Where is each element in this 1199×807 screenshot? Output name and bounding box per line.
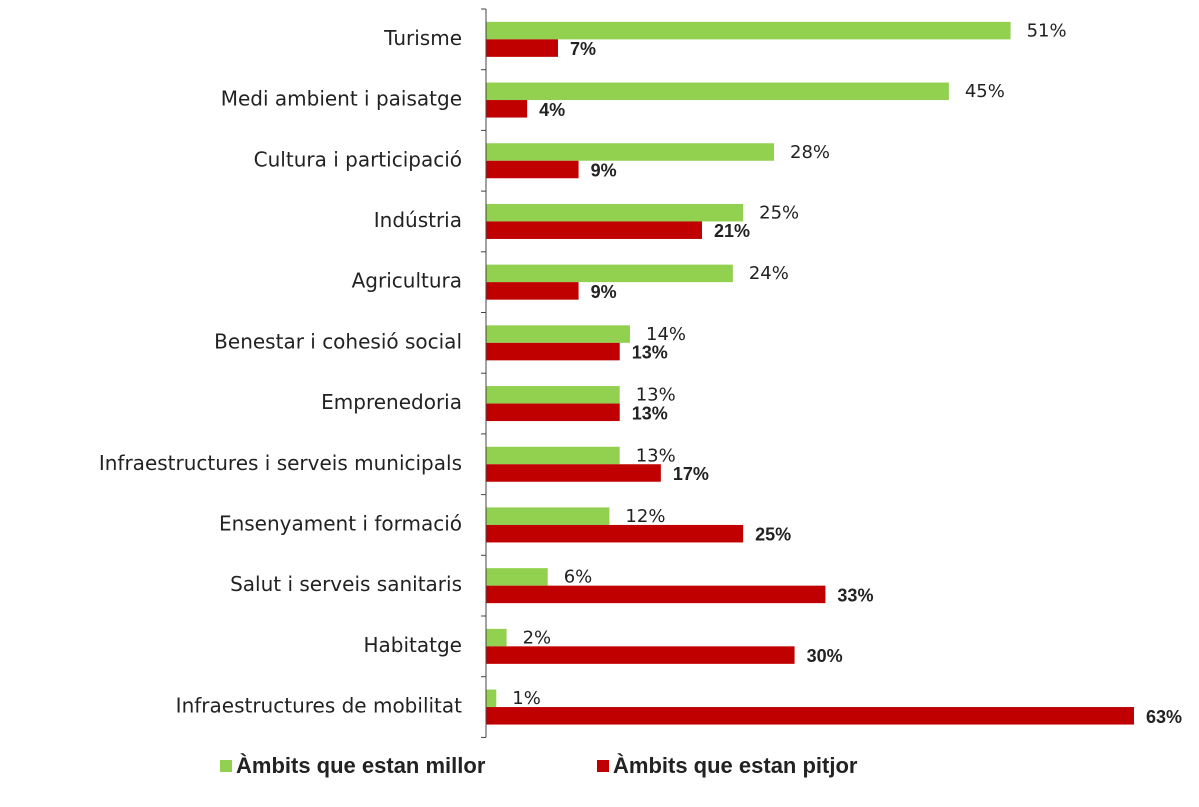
bar	[486, 221, 702, 239]
bar	[486, 100, 528, 118]
category-label: Agricultura	[352, 269, 462, 293]
data-label: 28%	[790, 142, 830, 163]
category-label: Ensenyament i formació	[219, 511, 462, 535]
bar	[486, 342, 620, 361]
bar	[486, 689, 497, 708]
data-label: 14%	[646, 324, 686, 345]
data-label: 13%	[632, 343, 668, 363]
data-label: 51%	[1027, 20, 1067, 41]
data-label: 4%	[539, 100, 565, 120]
bar	[486, 707, 1134, 725]
category-label: Habitatge	[364, 633, 463, 657]
category-label: Cultura i participació	[254, 147, 462, 171]
legend-label: Àmbits que estan pitjor	[613, 753, 858, 778]
category-label: Infraestructures i serveis municipals	[99, 451, 462, 475]
bar	[486, 568, 548, 586]
category-label: Indústria	[374, 208, 462, 232]
data-label: 13%	[636, 385, 676, 406]
category-label: Turisme	[383, 26, 462, 50]
bar	[486, 446, 620, 465]
data-label: 17%	[673, 464, 709, 484]
data-label: 45%	[965, 81, 1005, 102]
data-label: 25%	[759, 202, 799, 223]
category-label: Emprenedoria	[321, 390, 462, 414]
bar	[486, 282, 579, 300]
legend-label: Àmbits que estan millor	[236, 753, 486, 778]
data-label: 12%	[625, 506, 665, 527]
data-label: 2%	[523, 627, 552, 648]
bar	[486, 143, 774, 161]
bar	[486, 21, 1011, 40]
data-label: 7%	[570, 39, 596, 59]
data-label: 9%	[591, 161, 617, 181]
data-label: 25%	[755, 525, 791, 545]
data-label: 13%	[636, 445, 676, 466]
bar	[486, 628, 507, 647]
category-label: Medi ambient i paisatge	[221, 87, 462, 111]
data-label: 21%	[714, 221, 750, 241]
category-label: Benestar i cohesió social	[214, 329, 462, 353]
bar	[486, 403, 620, 422]
bar	[486, 203, 744, 222]
category-label: Infraestructures de mobilitat	[176, 694, 462, 718]
bar	[486, 264, 733, 283]
bar	[486, 585, 826, 604]
bar	[486, 160, 579, 179]
bar	[486, 386, 620, 404]
data-label: 24%	[749, 263, 789, 284]
data-label: 6%	[564, 567, 593, 588]
bar	[486, 507, 610, 525]
legend-swatch	[597, 760, 609, 772]
data-label: 13%	[632, 403, 668, 423]
bar	[486, 39, 558, 57]
bar	[486, 646, 795, 664]
data-label: 63%	[1146, 707, 1182, 727]
bar	[486, 524, 744, 543]
data-label: 1%	[512, 688, 541, 709]
bar	[486, 325, 630, 343]
data-label: 30%	[807, 646, 843, 666]
bar	[486, 464, 661, 482]
data-label: 33%	[837, 585, 873, 605]
data-label: 9%	[591, 282, 617, 302]
legend-swatch	[220, 760, 232, 772]
bar	[486, 82, 949, 101]
category-label: Salut i serveis sanitaris	[230, 572, 462, 596]
